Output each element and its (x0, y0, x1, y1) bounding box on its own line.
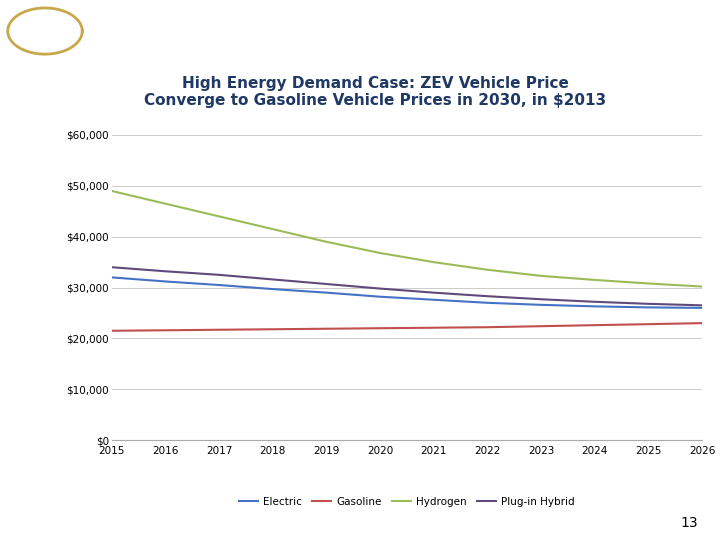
Text: California Energy Commission: California Energy Commission (290, 30, 523, 43)
Text: High Energy Demand Case: ZEV Vehicle Price
Converge to Gasoline Vehicle Prices i: High Energy Demand Case: ZEV Vehicle Pri… (145, 76, 606, 108)
Text: 13: 13 (681, 516, 698, 530)
Legend: Electric, Gasoline, Hydrogen, Plug-in Hybrid: Electric, Gasoline, Hydrogen, Plug-in Hy… (235, 493, 579, 511)
